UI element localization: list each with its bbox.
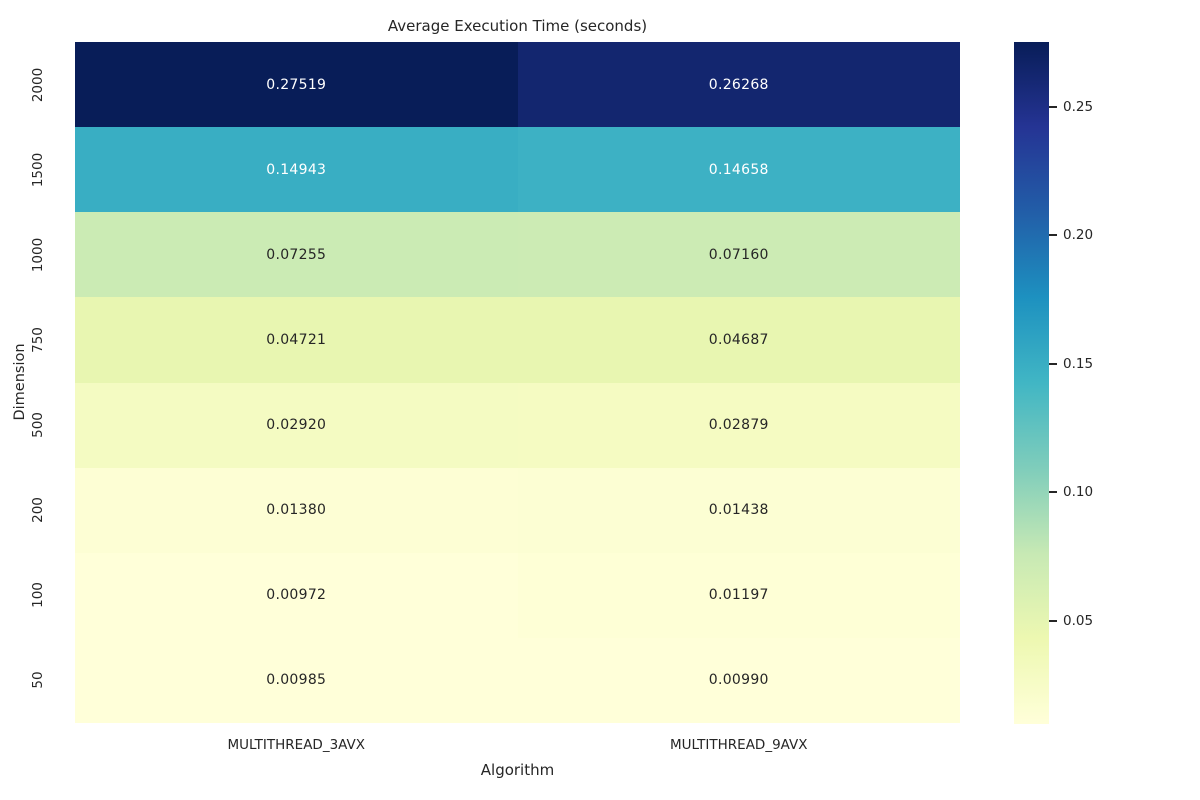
colorbar-tick-mark [1049, 362, 1057, 365]
colorbar-tick-label: 0.10 [1063, 484, 1094, 501]
heatmap-cell: 0.00990 [517, 637, 960, 723]
y-tick-label: 1500 [30, 152, 46, 187]
heatmap-cell: 0.02879 [517, 382, 960, 468]
colorbar-tick-label: 0.20 [1063, 227, 1094, 244]
y-tick-label: 100 [30, 582, 46, 609]
heatmap-cell: 0.01438 [517, 467, 960, 553]
colorbar-tick-mark [1049, 491, 1057, 494]
heatmap-cell: 0.01197 [517, 552, 960, 638]
heatmap-cell: 0.02920 [75, 382, 518, 468]
heatmap-cell: 0.07255 [75, 212, 518, 298]
colorbar-tick-label: 0.15 [1063, 355, 1094, 372]
y-tick-label: 50 [30, 671, 46, 690]
heatmap-cell: 0.26268 [517, 42, 960, 128]
colorbar-tick-mark [1049, 105, 1057, 108]
x-tick-label: MULTITHREAD_3AVX [227, 737, 366, 753]
heatmap-cell: 0.14943 [75, 127, 518, 213]
colorbar-tick-label: 0.25 [1063, 98, 1094, 115]
x-tick-labels: MULTITHREAD_3AVX MULTITHREAD_9AVX [75, 737, 960, 753]
x-axis-label: Algorithm [480, 761, 555, 779]
y-tick-labels: 2000 1500 1000 750 500 200 100 50 [0, 42, 60, 723]
y-tick-label: 750 [30, 327, 46, 353]
y-tick-label: 1000 [30, 237, 46, 272]
heatmap-cell: 0.14658 [517, 127, 960, 213]
colorbar-tick-label: 0.05 [1063, 612, 1094, 629]
colorbar [1014, 42, 1049, 724]
heatmap-cell: 0.00985 [75, 637, 518, 723]
x-tick-label: MULTITHREAD_9AVX [669, 737, 808, 753]
heatmap-grid: 0.27519 0.26268 0.14943 0.14658 0.07255 0.071… [75, 42, 960, 723]
heatmap-cell: 0.04687 [517, 297, 960, 383]
heatmap-cell: 0.00972 [75, 552, 518, 638]
heatmap-cell: 0.04721 [75, 297, 518, 383]
y-tick-label: 2000 [30, 67, 46, 102]
colorbar-tick-mark [1049, 234, 1057, 237]
colorbar-tick-mark [1049, 619, 1057, 622]
heatmap-cell: 0.01380 [75, 467, 518, 553]
heatmap-cell: 0.27519 [75, 42, 518, 128]
chart-title: Average Execution Time (seconds) [387, 17, 648, 35]
heatmap-cell: 0.07160 [517, 212, 960, 298]
y-tick-label: 500 [30, 412, 46, 438]
y-tick-label: 200 [30, 497, 46, 524]
